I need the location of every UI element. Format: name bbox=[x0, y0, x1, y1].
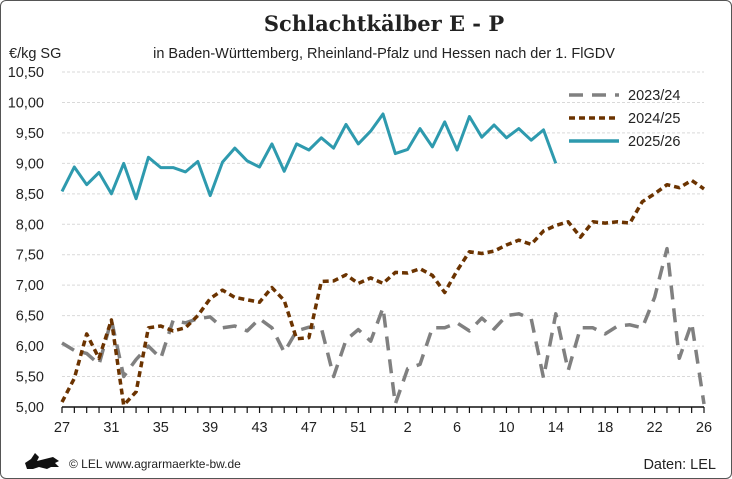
x-tick-label: 43 bbox=[251, 420, 267, 436]
x-tick-label: 31 bbox=[103, 420, 119, 436]
legend-label: 2023/24 bbox=[628, 88, 680, 104]
x-tick-label: 35 bbox=[153, 420, 169, 436]
chart-title: Schlachtkälber E - P bbox=[264, 11, 504, 36]
footer-copyright: © LEL www.agrarmaerkte-bw.de bbox=[69, 457, 241, 471]
y-tick-label: 9,50 bbox=[16, 126, 44, 142]
y-tick-label: 8,50 bbox=[16, 187, 44, 203]
legend-label: 2025/26 bbox=[628, 134, 680, 150]
legend-label: 2024/25 bbox=[628, 111, 680, 127]
y-tick-label: 8,00 bbox=[16, 217, 44, 233]
lion-logo bbox=[25, 453, 59, 469]
y-tick-label: 6,50 bbox=[16, 309, 44, 325]
y-tick-label: 5,50 bbox=[16, 370, 44, 386]
chart-subtitle: in Baden-Württemberg, Rheinland-Pfalz un… bbox=[153, 46, 615, 62]
x-tick-label: 22 bbox=[647, 420, 663, 436]
y-tick-label: 7,00 bbox=[16, 278, 44, 294]
series-line-2023-24 bbox=[61, 246, 706, 406]
series-line-2025-26 bbox=[60, 112, 558, 201]
series-line-2024-25 bbox=[60, 178, 705, 407]
y-tick-label: 10,00 bbox=[8, 95, 44, 111]
x-tick-label: 6 bbox=[453, 420, 461, 436]
x-tick-label: 39 bbox=[202, 420, 218, 436]
y-tick-label: 10,50 bbox=[8, 65, 44, 81]
x-tick-label: 18 bbox=[597, 420, 613, 436]
x-tick-label: 10 bbox=[498, 420, 514, 436]
x-tick-label: 2 bbox=[404, 420, 412, 436]
y-tick-label: 6,00 bbox=[16, 339, 44, 355]
y-axis-label: €/kg SG bbox=[9, 46, 61, 62]
x-tick-label: 51 bbox=[350, 420, 366, 436]
y-tick-label: 7,50 bbox=[16, 248, 44, 264]
x-tick-label: 14 bbox=[548, 420, 564, 436]
y-tick-label: 9,00 bbox=[16, 156, 44, 172]
footer-source: Daten: LEL bbox=[643, 457, 716, 473]
x-tick-label: 27 bbox=[54, 420, 70, 436]
y-tick-label: 5,00 bbox=[16, 400, 44, 416]
x-tick-label: 26 bbox=[696, 420, 712, 436]
x-tick-label: 47 bbox=[301, 420, 317, 436]
